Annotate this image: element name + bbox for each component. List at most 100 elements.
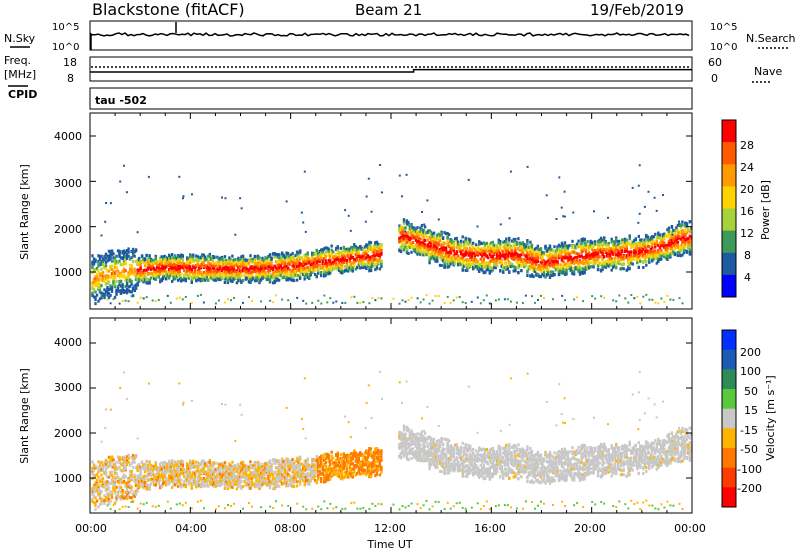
power-cell [351,247,354,251]
power-cell [332,250,335,254]
power-cell [478,264,481,268]
power-cell [298,262,302,266]
power-cbar-tick-20: 20 [740,183,754,196]
power-cell [526,254,529,258]
power-cell [670,248,674,252]
power-cell [599,263,603,267]
power-cell [232,273,236,277]
power-cell [375,265,379,269]
power-cell [196,261,199,265]
power-cell [574,255,577,259]
power-cell [163,254,166,258]
power-cell [622,256,625,260]
power-cell [154,300,157,303]
power-cell [633,242,636,246]
velocity-cell [94,466,97,470]
power-cell [339,258,342,262]
power-cell [335,258,338,261]
power-cell [324,264,327,268]
power-cell [329,267,332,271]
power-cell [438,234,442,238]
power-cell [338,251,341,255]
power-cell [136,260,139,264]
power-cell [92,262,96,266]
power-cell [627,265,630,269]
power-cell [348,263,351,267]
power-cell [273,280,276,283]
power-cell [568,252,571,256]
power-cell [357,263,360,267]
power-cell [609,253,612,257]
power-cell [640,250,643,254]
power-cell [658,251,661,255]
power-cell [413,228,416,232]
power-cell [372,264,376,268]
power-cell [584,256,588,260]
power-cell [311,256,314,260]
power-cell [466,241,469,245]
power-cell [240,257,243,260]
power-cell [556,268,559,272]
power-cell [533,269,537,273]
power-cell [627,261,630,264]
power-cell [380,252,383,256]
power-cell [493,245,496,249]
power-cell [464,247,467,251]
power-cell [318,266,321,270]
power-cell [511,249,514,253]
power-cell [541,251,544,254]
power-cell [583,238,586,242]
power-cell [119,284,123,288]
power-cell [375,244,379,248]
power-cell [241,254,245,258]
power-cell [312,267,315,271]
power-cell [688,248,692,252]
power-cell [103,293,106,297]
power-cell [432,257,436,261]
power-cell [461,258,464,262]
power-cell [125,275,129,279]
power-cell [499,252,502,255]
power-cell [171,256,174,260]
power-cell [121,289,124,293]
power-cell [572,272,576,276]
power-cell [94,279,97,283]
power-cell [335,266,338,270]
power-cell [249,281,252,284]
power-cell [529,274,532,278]
power-cell [357,255,360,258]
power-cell [252,269,255,273]
power-cell [228,271,231,275]
power-cell [207,273,210,276]
power-cell [676,223,680,227]
power-cell [356,248,359,252]
power-cell [244,262,248,266]
power-cell [583,247,586,251]
power-cell [100,296,103,300]
power-cell [213,267,216,271]
power-cell [369,269,373,273]
power-cell [533,252,537,256]
power-cell [593,252,597,256]
power-cell [399,231,403,235]
power-cell [592,262,595,266]
power-cell [419,232,422,236]
power-cell [566,259,570,263]
power-cell [446,243,449,247]
power-cell [309,259,312,263]
power-cell [398,174,401,177]
power-cell [553,263,556,267]
power-cell [261,273,264,277]
power-cell [556,247,559,251]
power-cell [329,297,332,300]
power-cell [663,300,666,303]
power-cell [159,269,162,273]
power-cell [124,258,127,262]
power-cell [199,278,202,281]
power-cell [112,282,115,286]
power-cell [487,261,490,265]
power-cell [154,277,157,281]
power-cell [106,269,109,273]
power-cell [101,292,105,296]
power-cell [165,258,168,262]
